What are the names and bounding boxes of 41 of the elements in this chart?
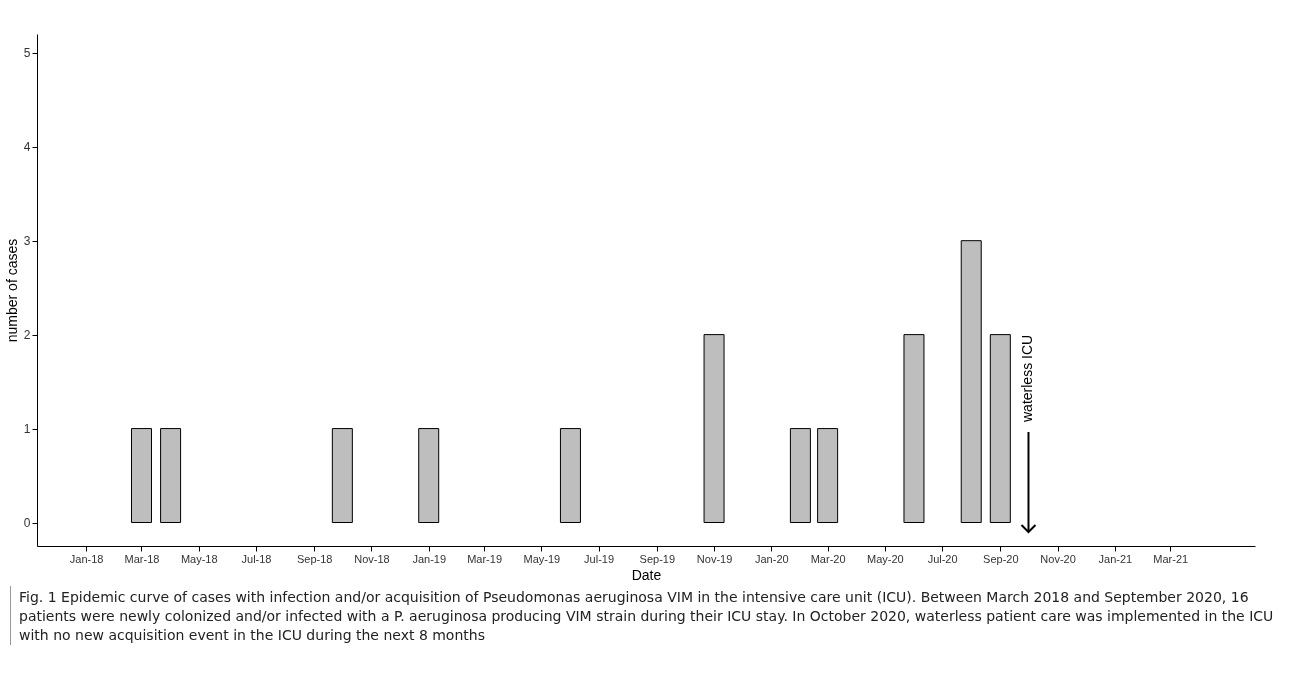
y-tick-label: 1	[23, 422, 31, 437]
bar	[960, 240, 982, 524]
bar	[331, 428, 353, 524]
y-tick-label: 5	[23, 46, 31, 61]
bar	[559, 428, 581, 524]
x-tick-label: May-18	[180, 552, 218, 565]
bar	[418, 428, 440, 524]
x-tick-label: Mar-19	[467, 552, 503, 565]
x-axis-title: Date	[631, 566, 662, 583]
x-tick-label: Mar-21	[1153, 552, 1189, 565]
x-tick-label: Jan-20	[754, 552, 789, 565]
x-tick-label: Jul-18	[241, 552, 272, 565]
x-tick-label: Sep-20	[983, 552, 1019, 565]
x-tick-label: May-19	[523, 552, 561, 565]
x-tick-label: Jul-19	[584, 552, 615, 565]
bar	[903, 334, 925, 524]
x-tick-label: Sep-18	[296, 552, 333, 565]
x-tick-label: Nov-18	[354, 552, 390, 565]
bar	[703, 334, 725, 524]
y-axis-title: number of cases	[3, 238, 20, 343]
x-tick-label: Jan-21	[1098, 552, 1133, 565]
x-tick-label: Sep-19	[639, 552, 676, 565]
x-tick-label: Jan-18	[69, 552, 104, 565]
x-tick-label: Jan-19	[412, 552, 447, 565]
y-tick-label: 0	[23, 516, 31, 531]
caption: Fig. 1 Epidemic curve of cases with infection and/or acquisition of Pseudomonas aeruginosa VIM in the intensive care unit (ICU). Between March 2018 and September 2020, 16 patients were newly colonized and/or infected with a P. aeruginosa producing VIM strain during their ICU stay. In October 2020, waterless patient care was implemented in the ICU with no new acquisition event in the ICU during the next 8 months	[10, 586, 1283, 645]
x-tick-label: May-20	[867, 552, 904, 565]
x-tick-label: Mar-18	[124, 552, 160, 565]
y-tick-label: 4	[23, 140, 31, 155]
bar	[160, 428, 182, 524]
bar	[130, 428, 152, 524]
bar	[989, 334, 1011, 524]
ref-line-label: waterless ICU	[1019, 334, 1036, 423]
x-tick-label: Nov-19	[696, 552, 733, 565]
y-tick-label: 3	[23, 234, 31, 249]
x-tick-label: Jul-20	[927, 552, 958, 565]
bar	[817, 428, 839, 524]
y-tick-label: 2	[23, 328, 31, 343]
x-tick-label: Mar-20	[810, 552, 846, 565]
x-tick-label: Nov-20	[1040, 552, 1076, 565]
bar	[789, 428, 811, 524]
